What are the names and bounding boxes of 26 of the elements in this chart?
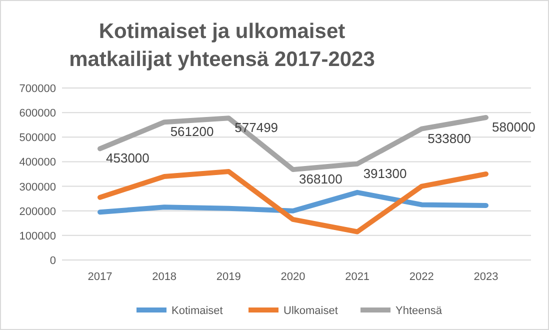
data-label: 580000 [492,119,536,134]
x-tick-label: 2017 [88,271,112,283]
legend-label: Yhteensä [396,305,443,317]
y-tick-label: 500000 [19,132,56,144]
x-tick-label: 2018 [152,271,177,283]
y-tick-label: 200000 [19,206,56,218]
y-tick-label: 100000 [19,230,56,242]
y-tick-label: 400000 [19,156,56,169]
data-label: 561200 [170,124,214,140]
data-label: 533800 [428,130,472,146]
x-tick-label: 2022 [409,271,434,283]
data-label: 453000 [106,150,150,166]
y-tick-label: 0 [50,255,56,267]
data-label: 391300 [363,166,407,181]
y-tick-label: 300000 [19,181,56,194]
data-label: 368100 [299,172,342,187]
y-tick-label: 700000 [19,83,56,95]
x-tick-label: 2019 [216,271,241,283]
x-tick-label: 2023 [474,271,498,283]
x-tick-label: 2021 [345,271,370,283]
x-tick-label: 2020 [280,271,306,283]
legend-label: Kotimaiset [172,305,223,317]
y-tick-label: 600000 [19,108,56,120]
chart-title: Kotimaiset ja ulkomaiset matkailijat yhteensä 2017-2023 [69,20,375,71]
legend-label: Ulkomaiset [284,305,338,317]
data-label: 577499 [234,120,278,136]
